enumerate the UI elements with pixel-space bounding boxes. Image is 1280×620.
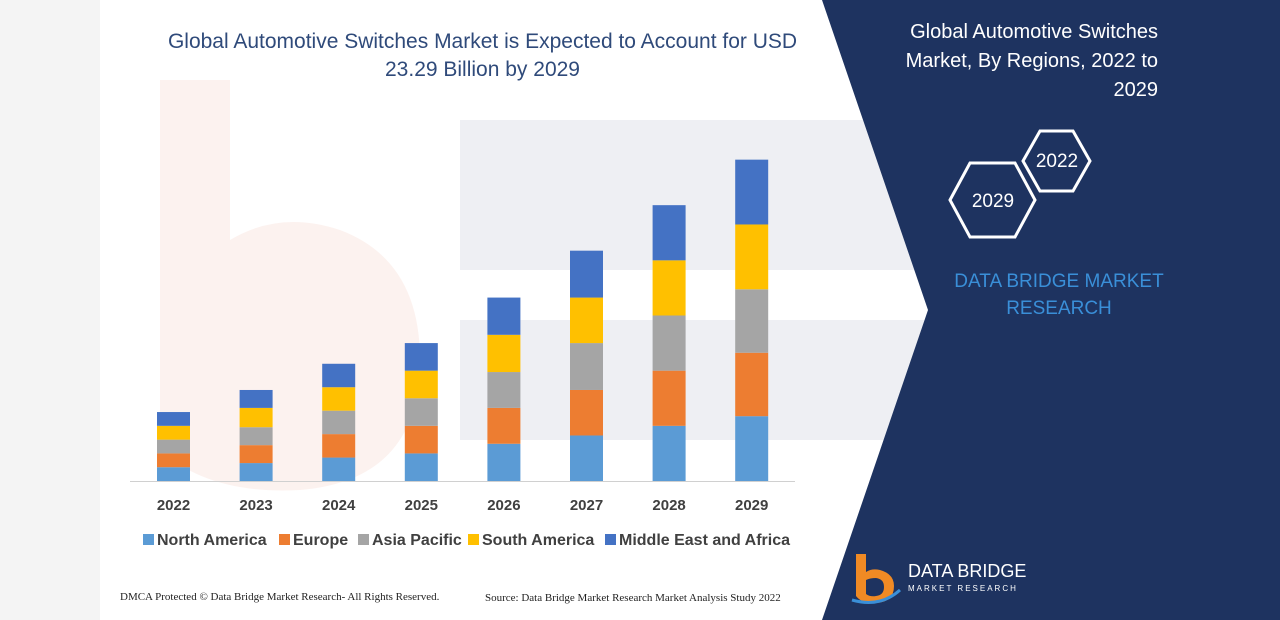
bar-2029-asia-pacific: [735, 289, 769, 353]
brand-text: DATA BRIDGE MARKET RESEARCH: [954, 271, 1164, 319]
bar-2026-north-america: [487, 443, 521, 481]
legend-swatch-north-america: [143, 534, 154, 545]
bar-2028-south-america: [652, 260, 686, 316]
x-tick-2028: 2028: [652, 497, 685, 514]
bar-2027-europe: [570, 389, 603, 436]
x-tick-2025: 2025: [405, 497, 438, 514]
logo-swoosh-icon: [851, 588, 902, 604]
bar-2023-south-america: [239, 407, 273, 428]
bar-2023-north-america: [239, 463, 273, 481]
hex-start-outline: [1021, 129, 1092, 193]
x-tick-2026: 2026: [487, 497, 520, 514]
bar-2025-asia-pacific: [404, 398, 438, 426]
chart-title: Global Automotive Switches Market is Exp…: [167, 30, 798, 81]
year-range-hexagons: 2022 2029: [948, 129, 1092, 239]
hex-end-outline: [948, 161, 1037, 239]
bar-2024-europe: [322, 434, 356, 458]
bar-2022-asia-pacific: [157, 439, 190, 454]
bar-2029-south-america: [735, 224, 769, 290]
bar-2026-europe: [487, 407, 521, 444]
bar-2024-middle-east-and-africa: [322, 363, 356, 388]
bar-2025-south-america: [404, 370, 438, 399]
bar-2026-south-america: [487, 334, 521, 373]
left-margin: [0, 0, 100, 620]
bar-2028-asia-pacific: [652, 315, 686, 371]
panel-title: Global Automotive Switches Market, By Re…: [905, 21, 1158, 101]
bar-2026-asia-pacific: [487, 372, 521, 408]
legend-label-asia-pacific: Asia Pacific: [372, 532, 462, 549]
bar-2025-north-america: [404, 453, 438, 481]
bar-2028-north-america: [652, 425, 686, 481]
x-tick-labels: 2022 2023 2024 2025 2026 2027 2028 2029: [157, 497, 769, 514]
data-bridge-logo: DATA BRIDGE MARKET RESEARCH: [851, 554, 1026, 604]
x-tick-2024: 2024: [322, 497, 356, 514]
bar-2024-asia-pacific: [322, 410, 356, 435]
legend-swatch-south-america: [468, 534, 479, 545]
x-tick-2027: 2027: [570, 497, 603, 514]
source-note: Source: Data Bridge Market Research Mark…: [485, 592, 781, 604]
x-tick-2029: 2029: [735, 497, 768, 514]
hex-start-label: 2022: [1036, 151, 1078, 172]
x-tick-2023: 2023: [239, 497, 272, 514]
logo-sub: MARKET RESEARCH: [908, 584, 1018, 593]
x-tick-2022: 2022: [157, 497, 190, 514]
bar-2023-middle-east-and-africa: [239, 389, 273, 408]
legend-swatch-europe: [279, 534, 290, 545]
legend: North America Europe Asia Pacific South Ame…: [143, 532, 790, 549]
legend-label-middle-east-and-africa: Middle East and Africa: [619, 532, 790, 549]
bars-layer: [157, 159, 769, 481]
hex-end-label: 2029: [972, 191, 1014, 212]
legend-label-europe: Europe: [293, 532, 348, 549]
logo-name: DATA BRIDGE: [908, 561, 1026, 581]
legend-label-south-america: South America: [482, 532, 594, 549]
bar-2025-middle-east-and-africa: [404, 343, 438, 371]
bar-2022-north-america: [157, 467, 190, 481]
bar-2027-asia-pacific: [570, 343, 603, 390]
bar-2029-middle-east-and-africa: [735, 159, 769, 225]
logo-mark-icon: [856, 554, 894, 604]
bar-2023-europe: [239, 445, 273, 464]
bar-2024-north-america: [322, 457, 356, 481]
bar-2022-europe: [157, 453, 190, 468]
bar-2029-europe: [735, 352, 769, 417]
legend-swatch-asia-pacific: [358, 534, 369, 545]
dmca-notice: DMCA Protected © Data Bridge Market Rese…: [120, 591, 440, 603]
bar-2028-middle-east-and-africa: [652, 205, 686, 261]
bar-2027-north-america: [570, 435, 603, 481]
bar-2027-south-america: [570, 297, 603, 344]
legend-label-north-america: North America: [157, 532, 267, 549]
bar-2029-north-america: [735, 416, 769, 481]
bar-2027-middle-east-and-africa: [570, 250, 603, 298]
bar-2026-middle-east-and-africa: [487, 297, 521, 335]
bar-2024-south-america: [322, 387, 356, 411]
bar-2023-asia-pacific: [239, 427, 273, 446]
legend-swatch-middle-east-and-africa: [605, 534, 616, 545]
bar-2022-middle-east-and-africa: [157, 412, 190, 426]
bar-2028-europe: [652, 370, 686, 426]
bar-2022-south-america: [157, 425, 190, 440]
bar-2025-europe: [404, 425, 438, 454]
